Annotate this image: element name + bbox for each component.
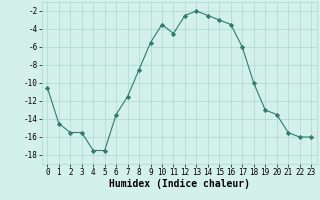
- X-axis label: Humidex (Indice chaleur): Humidex (Indice chaleur): [109, 179, 250, 189]
